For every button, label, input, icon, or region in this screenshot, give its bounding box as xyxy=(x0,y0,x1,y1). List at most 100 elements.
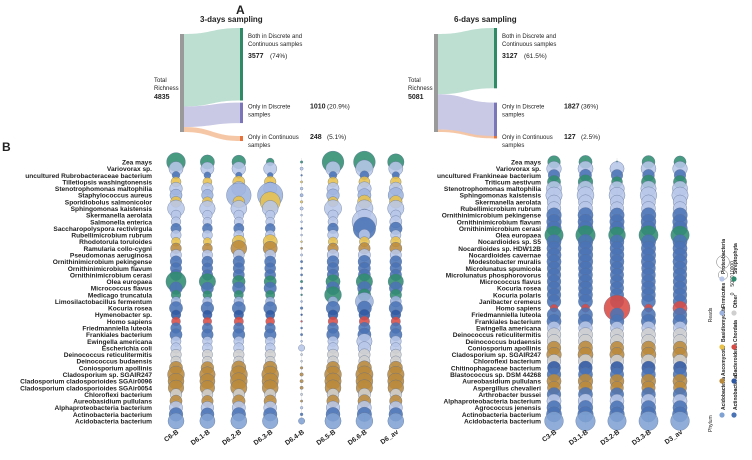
bubble-6day-row-label: Microlunatus phosphorovorus xyxy=(446,272,542,279)
bubble-3day-bubble xyxy=(300,200,304,204)
legend-phylum-label: Proteobacteria xyxy=(721,239,727,274)
bubble-6day-row-label: Variovorax sp. xyxy=(496,166,541,173)
bubble-3day-bubble xyxy=(199,413,216,429)
sankey-3day-flow-2 xyxy=(184,126,240,142)
bubble-6day-row-label: Ewingella americana xyxy=(476,326,541,333)
bubble-6day-col-label: D3.2-B xyxy=(599,429,621,447)
bubble-3day-col-label: D6.2-B xyxy=(221,429,243,447)
legend-phylum-swatch xyxy=(731,412,737,418)
sankey-6day-target-label-0: Continuous samples xyxy=(502,42,556,48)
bubble-3day-row-label: Ramularia collo-cygni xyxy=(83,246,152,253)
sankey-3day-target-label-1: samples xyxy=(248,113,270,119)
bubble-3day-bubble xyxy=(300,360,303,363)
bubble-3day-bubble xyxy=(300,273,303,277)
bubble-3day-row-label: Saccharopolyspora rectivirgula xyxy=(53,226,152,233)
bubble-3day-row-label: Cladosporium cladosporioides SGAir0096 xyxy=(20,379,152,386)
bubble-3day-bubble xyxy=(300,366,304,370)
sankey-6day-flow-0 xyxy=(438,28,494,95)
bubble-6day-bubble xyxy=(607,411,627,431)
bubble-6day-row-label: Ornithinimicrobium cerasi xyxy=(459,226,541,233)
bubble-6day-row-label: Skermanella aerolata xyxy=(475,199,541,206)
bubble-3day-bubble xyxy=(300,174,303,177)
legend-reads-title: Reads xyxy=(708,307,714,322)
sankey-6day-target-label-1: Only in Discrete xyxy=(502,105,545,111)
bubble-3day-row-label: uncultured Rubrobacteraceae bacterium xyxy=(25,173,152,180)
bubble-6day-row-label: Nocardioides sp. S5 xyxy=(478,239,541,246)
sankey-3day-target-bar-1 xyxy=(240,102,243,124)
sankey-3day-flow-0 xyxy=(184,28,240,107)
bubble-3day-row-label: Zea mays xyxy=(122,160,152,167)
bubble-6day-row-label: Deinococcus budaensis xyxy=(466,339,542,346)
sankey-6day-target-label-2: samples xyxy=(502,143,524,149)
legend-phylum-swatch xyxy=(719,344,725,350)
bubble-3day-bubble xyxy=(300,340,303,343)
sankey-3day-target-pct-0: (74%) xyxy=(270,53,287,60)
bubble-3day-bubble xyxy=(299,166,304,171)
legend-phylum-label: Chordata xyxy=(733,320,739,342)
bubble-3day-row-label: Cladosporium cladosporioides SGAir0054 xyxy=(20,385,152,392)
legend-phylum-swatch xyxy=(719,378,725,384)
bubble-3day-bubble xyxy=(300,353,303,356)
bubble-3day-row-label: Kocuria rosea xyxy=(108,306,152,313)
sankey-6day-target-value-2: 127 xyxy=(564,134,576,141)
legend-phylum-label: Ascomycota xyxy=(721,346,727,376)
bubble-3day-bubble xyxy=(299,385,304,390)
bubble-3day-bubble xyxy=(299,379,304,384)
bubble-3day-row-label: Alphaproteobacteria bacterium xyxy=(55,405,153,412)
sankey-3day-flow-1 xyxy=(184,102,240,127)
bubble-3day-row-label: Cladosporium sp. SGAIR247 xyxy=(63,372,153,379)
legend-phylum-label: Firmicutes xyxy=(721,282,727,308)
sankey-3day-target-pct-1: (20.9%) xyxy=(327,104,350,111)
bubble-3day-bubble xyxy=(300,266,303,270)
bubble-3day-bubble xyxy=(300,399,304,403)
bubble-6day-row-label: Acidobacteria bacterium xyxy=(464,419,541,426)
bubble-3day-row-label: Aureobasidium pullulans xyxy=(73,399,152,406)
bubble-6day-bubble xyxy=(544,411,564,431)
bubble-3day-row-label: Micrococcus flavus xyxy=(91,286,153,293)
bubble-6day-row-label: Aureobasidium pullulans xyxy=(462,379,541,386)
bubble-3day-row-label: Stenotrophomonas maltophilia xyxy=(55,186,152,193)
bubble-3day-row-label: Sporidiobolus salmonicolor xyxy=(65,199,153,206)
bubble-3day-bubble xyxy=(300,326,303,330)
bubble-3day-row-label: Limosilactobacillus fermentum xyxy=(55,299,152,306)
bubble-6day-row-label: Chitinophagaceae bacterium xyxy=(451,365,541,372)
bubble-3day-bubble xyxy=(167,412,185,430)
bubble-3day-col-label: D6.6-B xyxy=(347,429,369,447)
bubble-3day-col-label: D6.5-B xyxy=(315,429,337,447)
bubble-3day-row-label: Deinococcus budaensis xyxy=(77,359,153,366)
legend-phylum-swatch xyxy=(719,412,725,418)
bubble-6day-row-label: Microlunatus spumicola xyxy=(466,266,542,273)
bubble-3day-row-label: Homo sapiens xyxy=(107,319,152,326)
bubble-3day-bubble xyxy=(300,313,303,316)
bubble-3day-col-label: D6.1-B xyxy=(190,429,212,447)
bubble-3day-bubble xyxy=(299,193,304,197)
legend-phylum-label: Actinobacteria xyxy=(733,375,739,410)
sankey-6day-target-label-1: samples xyxy=(502,113,524,119)
sankey-6day-target-label-2: Only in Continuous xyxy=(502,135,553,141)
bubble-3day-row-label: Skermanella aerolata xyxy=(86,213,152,220)
sankey-3day-target-label-1: Only in Discrete xyxy=(248,105,291,111)
legend-reads-value: 0 xyxy=(730,292,736,295)
sankey-3day-target-value-0: 3577 xyxy=(248,53,264,60)
sankey-3day-target-label-2: Only in Continuous xyxy=(248,135,299,141)
bubble-6day-row-label: Deinococcus reticulitermitis xyxy=(453,332,542,339)
bubble-3day-bubble xyxy=(300,393,303,396)
bubble-3day-bubble xyxy=(300,227,303,230)
bubble-6day-row-label: Micrococcus flavus xyxy=(480,279,542,286)
sankey-3day-source-bar xyxy=(180,34,184,132)
bubble-3day-row-label: Chloroflexi bacterium xyxy=(84,392,152,399)
bubble-3day-bubble xyxy=(387,412,404,430)
bubble-6day-bubble xyxy=(638,411,659,431)
legend-phylum-swatch xyxy=(731,344,737,350)
bubble-6day-row-label: Actinobacteria bacterium xyxy=(462,412,541,419)
bubble-6day-col-label: D3.1-B xyxy=(568,429,590,447)
bubble-6day-row-label: Nocardioides cavernae xyxy=(469,252,542,259)
bubble-6day-bubble xyxy=(575,411,596,431)
bubble-3day-row-label: Pseudomonas aeruginosa xyxy=(70,252,152,259)
sankey-3day-target-bar-2 xyxy=(240,136,243,142)
bubble-3day-col-label: C6-B xyxy=(163,429,180,444)
sankey-6day-target-value-0: 3127 xyxy=(502,53,518,60)
legend-reads-circle xyxy=(721,286,725,290)
bubble-6day-row-label: Olea europaea xyxy=(496,233,542,240)
bubble-3day-row-label: Ewingella americana xyxy=(87,339,152,346)
